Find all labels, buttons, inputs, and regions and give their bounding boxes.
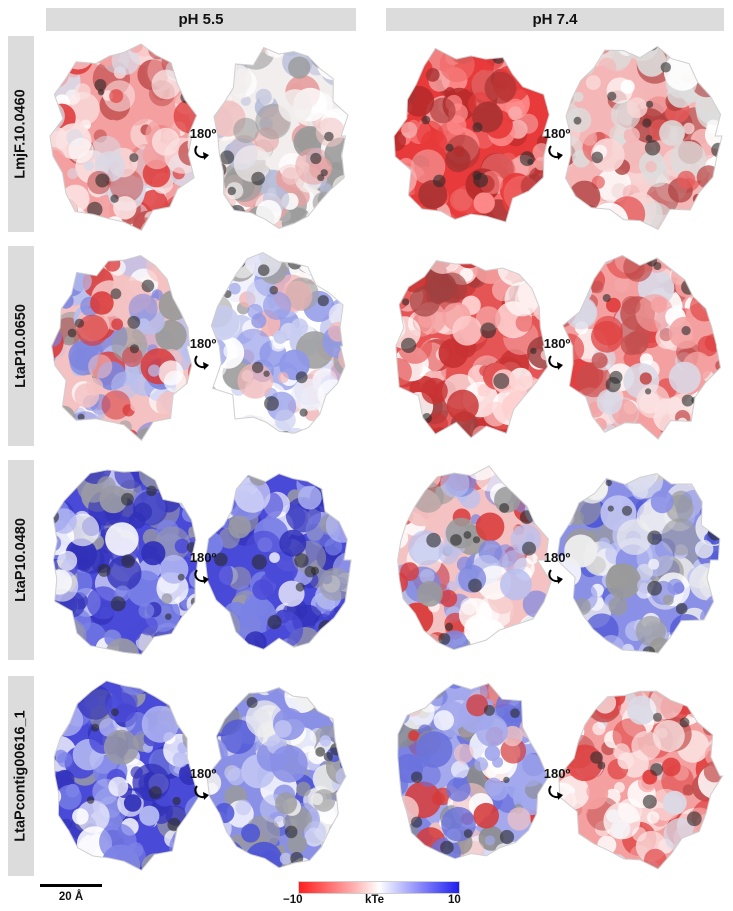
rotation-text: 180º [189,550,217,565]
row-label-ltap10-0480: LtaP10.0480 [8,460,34,660]
protein-surface-3-4 [556,472,721,654]
protein-surface-1-2 [213,46,349,229]
row-label-text: LmjF.10.0460 [13,89,30,179]
color-bar [298,881,460,894]
rotation-180-label: 180º [540,550,574,590]
protein-surface-2-1 [51,254,193,442]
rotation-arrow-icon [548,569,563,584]
rotation-text: 180º [543,550,571,565]
protein-surface-4-4 [558,690,724,870]
rotation-180-label: 180º [186,550,220,590]
rotation-180-label: 180º [540,126,574,166]
rotation-arrow-icon [194,785,209,800]
row-label-text: LtaP10.0480 [13,518,29,602]
rotation-text: 180º [543,126,571,141]
rotation-arrow-icon [194,569,209,584]
row-label-ltapcontig00616-1: LtaPcontig00616_1 [8,676,34,876]
row-label-text: LtaPcontig00616_1 [13,710,29,842]
row-label-text: LtaP10.0650 [13,304,29,388]
rotation-text: 180º [189,126,217,141]
rotation-180-label: 180º [186,336,220,376]
rotation-arrow-icon [548,355,563,370]
protein-surface-2-2 [210,251,346,434]
protein-surface-2-4 [562,254,722,440]
protein-surface-3-3 [397,465,552,651]
color-bar-min-label: −10 [283,894,303,906]
protein-surface-2-3 [395,260,549,439]
rotation-180-label: 180º [186,126,220,166]
rotation-text: 180º [189,766,217,781]
color-bar-unit-label: kTe [365,894,384,906]
row-label-lmjf-10-0460: LmjF.10.0460 [8,36,34,232]
protein-surface-1-4 [564,45,723,230]
row-label-ltap10-0650: LtaP10.0650 [8,246,34,446]
protein-surface-3-2 [204,473,352,650]
rotation-arrow-icon [548,785,563,800]
scale-bar-label: 20 Å [58,891,84,903]
rotation-text: 180º [189,336,217,351]
rotation-180-label: 180º [540,766,574,806]
rotation-text: 180º [543,336,571,351]
rotation-180-label: 180º [540,336,574,376]
column-header-ph74: pH 7.4 [386,8,724,31]
column-header-ph55: pH 5.5 [46,8,356,31]
scale-bar [40,884,102,887]
protein-surface-3-1 [52,469,199,655]
protein-surface-4-2 [206,687,347,869]
protein-surface-4-1 [53,680,200,871]
protein-surface-1-3 [393,47,550,223]
rotation-arrow-icon [194,145,209,160]
rotation-arrow-icon [194,355,209,370]
protein-surface-1-1 [49,43,198,232]
rotation-180-label: 180º [186,766,220,806]
color-bar-max-label: 10 [448,894,461,906]
rotation-arrow-icon [548,145,563,160]
rotation-text: 180º [543,766,571,781]
protein-surface-4-3 [397,682,550,860]
